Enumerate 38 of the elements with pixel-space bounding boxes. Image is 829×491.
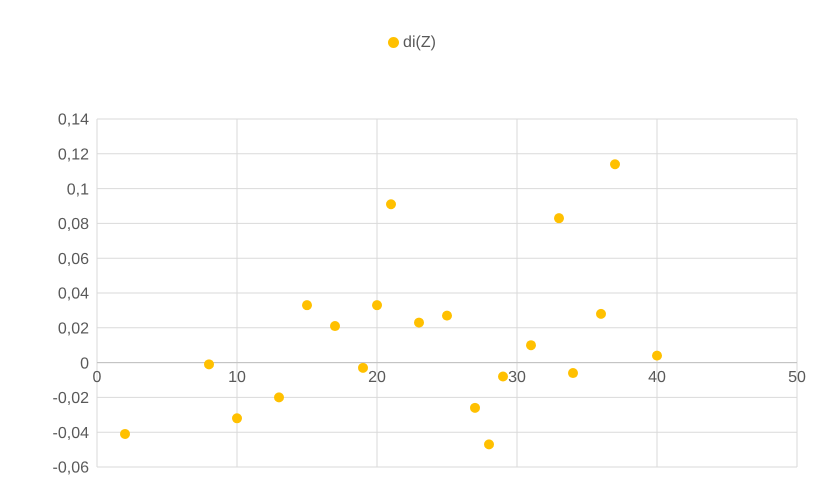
point [330,321,340,332]
point [470,402,480,413]
y-tick-label: 0,08 [58,216,90,234]
point [372,300,382,310]
point [554,213,564,224]
y-tick-label: 0,12 [58,146,90,164]
point [414,318,424,328]
point [358,362,368,373]
y-tick-label: 0,02 [58,320,90,338]
legend-label: di(Z) [403,34,436,51]
point [526,340,536,350]
point [120,428,130,439]
x-tick-label: 20 [368,368,386,386]
point [484,439,494,450]
y-tick-label: -0,02 [52,390,90,408]
point [274,392,284,402]
point [302,300,312,310]
x-tick-label: 50 [788,368,806,386]
y-tick-label: -0,06 [52,460,90,477]
y-tick-label: 0,04 [58,286,90,303]
point [568,368,578,378]
point [232,413,242,424]
y-tick-label: 0,06 [58,250,90,268]
y-tick-label: 0 [80,355,90,372]
point [386,199,396,210]
point [204,359,214,370]
x-tick-label: 30 [508,368,526,386]
point [498,372,508,382]
point [596,308,606,319]
x-tick-label: 10 [228,368,246,386]
x-tick-label: 0 [92,368,102,386]
y-tick-label: -0,04 [52,424,90,442]
point [610,159,620,170]
x-tick-label: 40 [648,368,666,386]
y-tick-label: 0,1 [66,181,90,198]
y-tick-label: 0,14 [58,112,90,129]
point [652,350,662,361]
point [442,310,452,321]
